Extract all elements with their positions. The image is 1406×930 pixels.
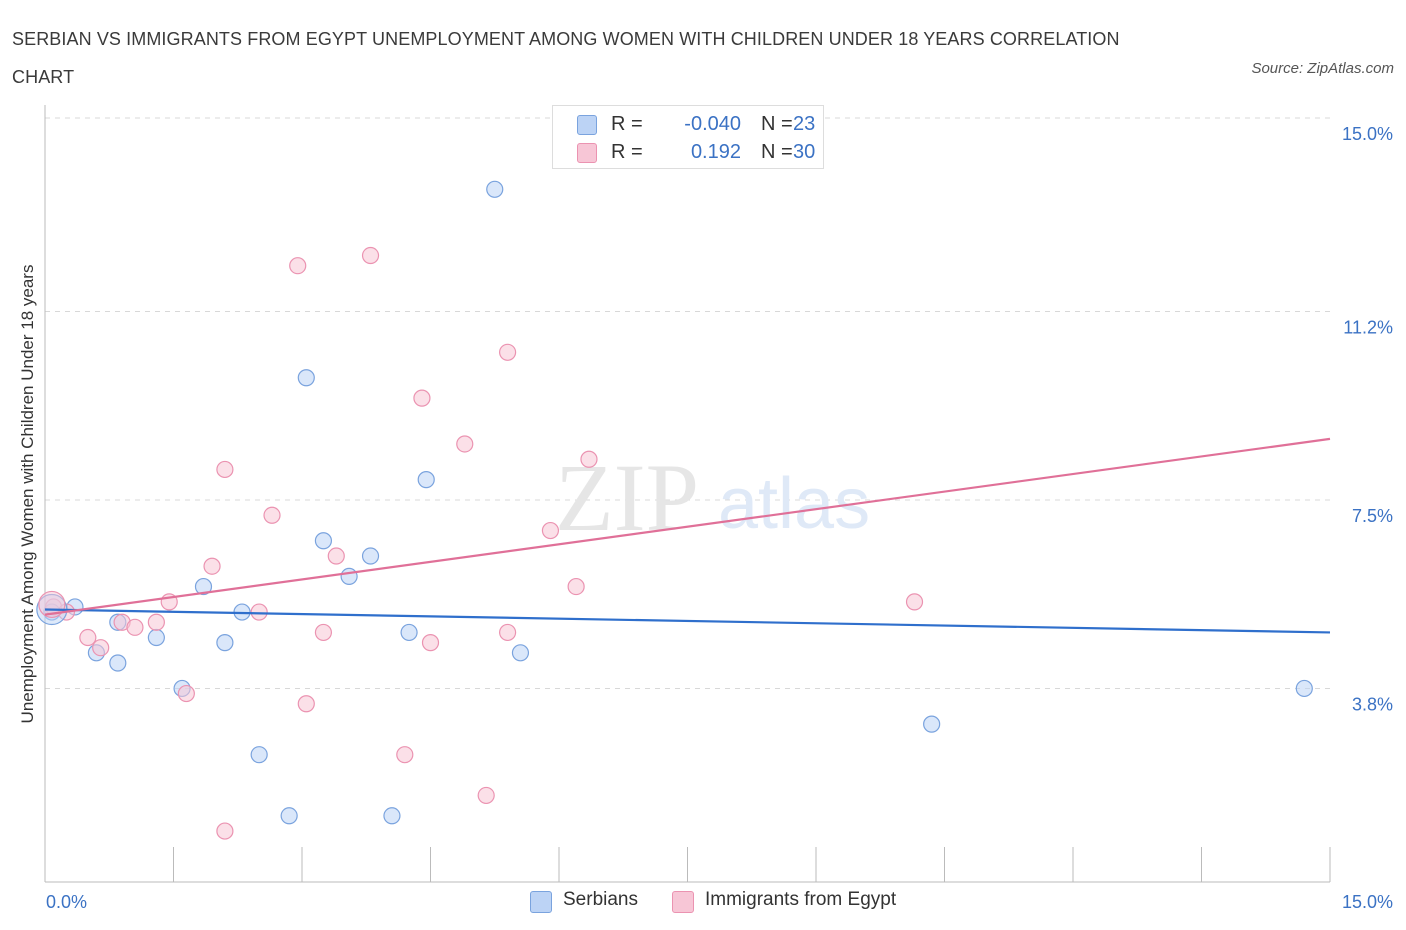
watermark-atlas: atlas — [718, 464, 870, 544]
egypt-point — [499, 623, 517, 642]
egypt-point — [263, 506, 281, 524]
egypt-point — [499, 343, 517, 361]
watermark: ZIP atlas — [555, 444, 870, 551]
egypt-point — [396, 746, 414, 764]
correlation-legend: R = -0.040 N = 23 R = 0.192 N = 30 — [552, 105, 824, 169]
egypt-legend-label: Immigrants from Egypt — [705, 889, 897, 910]
x-tick-label: 0.0% — [46, 892, 87, 912]
serbians-point — [194, 577, 213, 596]
serbians-point — [383, 807, 401, 825]
serbians-swatch — [577, 115, 597, 135]
serbians-point — [486, 180, 504, 198]
egypt-point — [203, 557, 221, 575]
r-label: R = — [611, 113, 643, 135]
egypt-point — [79, 628, 97, 647]
egypt-point — [297, 695, 315, 713]
r-label: R = — [611, 141, 643, 163]
n-value: 30 — [793, 141, 816, 163]
serbians-point — [417, 471, 435, 489]
serbians-legend-label: Serbians — [563, 889, 638, 910]
source-label: Source: ZipAtlas.com — [1251, 60, 1394, 77]
egypt-point — [92, 639, 110, 657]
trend-lines — [44, 437, 1331, 634]
n-value: 23 — [793, 113, 816, 135]
serbians-point — [400, 623, 418, 642]
serbians-point — [511, 644, 530, 662]
chart-title: SERBIAN VS IMMIGRANTS FROM EGYPT UNEMPLO… — [12, 29, 1120, 87]
y-tick-label: 7.5% — [1352, 506, 1393, 526]
egypt-cluster-point — [38, 590, 66, 619]
egypt-point — [216, 460, 234, 479]
serbians-point — [109, 654, 127, 672]
egypt-trendline — [44, 437, 1331, 616]
egypt-point — [314, 623, 333, 642]
serbians-point — [280, 807, 298, 825]
serbians-point — [1295, 679, 1313, 698]
egypt-point — [147, 613, 165, 631]
egypt-swatch — [577, 143, 597, 163]
egypt-point — [361, 246, 380, 265]
egypt-point — [327, 547, 345, 565]
tick-labels: 3.8% 7.5% 11.2% 15.0% 0.0% 15.0% — [46, 124, 1393, 912]
egypt-point — [126, 618, 144, 636]
watermark-zip: ZIP — [555, 444, 699, 551]
egypt-point — [216, 822, 234, 840]
y-tick-label: 3.8% — [1352, 694, 1393, 714]
egypt-point — [580, 450, 598, 468]
serbians-trendline — [44, 608, 1331, 634]
egypt-legend-swatch — [672, 891, 694, 913]
axes — [44, 105, 1331, 883]
serbians-point — [361, 547, 380, 565]
serbians-point — [147, 628, 165, 647]
egypt-point — [177, 684, 195, 703]
egypt-point — [567, 577, 585, 596]
serbians-point — [923, 715, 941, 733]
gridlines — [45, 117, 1330, 689]
serbians-point — [216, 634, 234, 652]
egypt-point — [477, 786, 495, 805]
n-label: N = — [761, 113, 793, 135]
egypt-point — [289, 257, 307, 275]
n-label: N = — [761, 141, 793, 163]
r-value: -0.040 — [684, 113, 741, 135]
data-points — [36, 180, 1313, 840]
egypt-point — [456, 435, 474, 453]
x-tick-label: 15.0% — [1342, 892, 1393, 912]
egypt-point — [905, 593, 924, 611]
egypt-point — [541, 521, 560, 540]
egypt-point — [250, 603, 268, 621]
egypt-point — [413, 389, 431, 407]
y-tick-label: 11.2% — [1343, 318, 1393, 338]
serbians-point — [314, 532, 333, 550]
y-tick-label: 15.0% — [1342, 124, 1393, 144]
serbians-point — [340, 567, 358, 586]
serbians-legend-swatch — [530, 891, 552, 913]
egypt-point — [421, 634, 440, 652]
serbians-point — [297, 369, 315, 387]
r-value: 0.192 — [690, 141, 741, 163]
serbians-point — [250, 746, 268, 764]
